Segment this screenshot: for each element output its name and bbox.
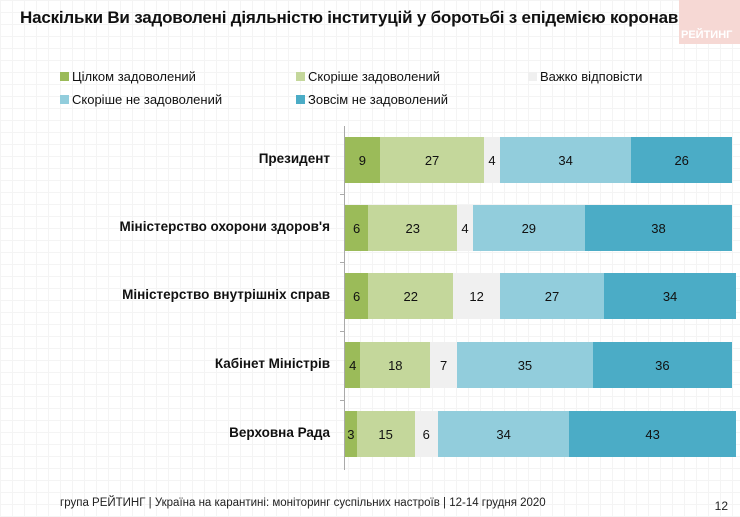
data-label: 3 (347, 426, 355, 442)
category-label: Президент (258, 151, 330, 166)
bar-segment: 4 (457, 205, 473, 251)
bar-segment: 3 (345, 411, 357, 457)
data-label: 18 (388, 357, 403, 373)
data-label: 12 (469, 288, 484, 304)
data-label: 7 (440, 357, 448, 373)
axis-tick (340, 330, 345, 332)
bar-segment: 15 (356, 411, 415, 457)
category-axis (344, 126, 345, 470)
category-label: Міністерство внутрішніх справ (122, 287, 330, 302)
legend-label: Цілком задоволений (72, 69, 196, 84)
bar-segment: 23 (368, 205, 458, 251)
category-label: Верховна Рада (229, 425, 330, 440)
bar-segment: 7 (430, 342, 458, 388)
chart-title: Наскільки Ви задоволені діяльністю інсти… (20, 8, 731, 27)
data-label: 4 (349, 357, 357, 373)
bar-segment: 4 (484, 137, 500, 183)
category-label: Кабінет Міністрів (214, 356, 330, 371)
data-label: 22 (403, 288, 419, 304)
bar-segment: 6 (345, 273, 369, 319)
legend-label: Скоріше задоволений (308, 69, 441, 84)
data-label: 36 (655, 357, 670, 373)
legend-swatch (60, 95, 69, 104)
footer: група РЕЙТИНГ | Україна на карантині: мо… (60, 497, 546, 509)
bar-segment: 35 (457, 342, 593, 388)
legend-item: Зовсім не задоволений (296, 92, 448, 107)
bar-segment: 22 (368, 273, 454, 319)
legend-item: Скоріше не задоволений (60, 92, 222, 107)
data-label: 34 (662, 288, 678, 304)
data-label: 43 (645, 426, 660, 442)
legend-swatch (60, 72, 69, 81)
legend-label: Зовсім не задоволений (308, 92, 449, 107)
data-label: 27 (544, 288, 560, 304)
data-label: 6 (352, 220, 361, 236)
bar-segment: 36 (592, 342, 732, 388)
rating-logo: РЕЙТИНГ (679, 0, 740, 44)
bar-segment: 34 (604, 273, 736, 319)
bar-segment: 34 (437, 411, 570, 457)
bar-segment: 27 (379, 137, 485, 183)
data-label: 35 (517, 357, 533, 373)
bar-segment: 29 (472, 205, 585, 251)
bar-segment: 9 (345, 137, 380, 183)
legend-swatch (296, 95, 305, 104)
legend-item: Цілком задоволений (60, 69, 196, 84)
data-label: 27 (424, 152, 440, 168)
data-label: 38 (651, 220, 666, 236)
category-label: Міністерство охорони здоров'я (119, 219, 330, 234)
legend-item: Важко відповісти (528, 69, 642, 84)
data-label: 26 (674, 152, 689, 168)
data-label: 23 (405, 220, 420, 236)
legend-swatch (296, 72, 305, 81)
data-label: 6 (422, 426, 430, 442)
bar-segment: 6 (414, 411, 438, 457)
bar-segment: 34 (499, 137, 632, 183)
data-label: 34 (558, 152, 573, 168)
bar-segment: 18 (360, 342, 431, 388)
legend-item: Скоріше задоволений (296, 69, 440, 84)
data-label: 4 (488, 152, 496, 168)
data-label: 4 (461, 220, 469, 236)
legend-label: Важко відповісти (540, 69, 643, 84)
page-number: 12 (714, 499, 728, 513)
bar-segment: 26 (631, 137, 732, 183)
legend-swatch (528, 72, 537, 81)
data-label: 6 (352, 288, 361, 304)
data-label: 9 (358, 152, 367, 168)
axis-tick (340, 194, 345, 195)
axis-tick (340, 262, 345, 263)
data-label: 29 (521, 220, 537, 236)
bar-segment: 4 (345, 342, 361, 388)
data-label: 34 (496, 426, 511, 442)
legend-label: Скоріше не задоволений (72, 92, 223, 107)
bar-segment: 12 (453, 273, 500, 319)
bar-segment: 6 (345, 205, 369, 251)
bar-segment: 43 (569, 411, 736, 457)
axis-tick (340, 399, 345, 401)
bar-segment: 38 (584, 205, 732, 251)
bar-segment: 27 (499, 273, 605, 319)
data-label: 15 (378, 426, 393, 442)
